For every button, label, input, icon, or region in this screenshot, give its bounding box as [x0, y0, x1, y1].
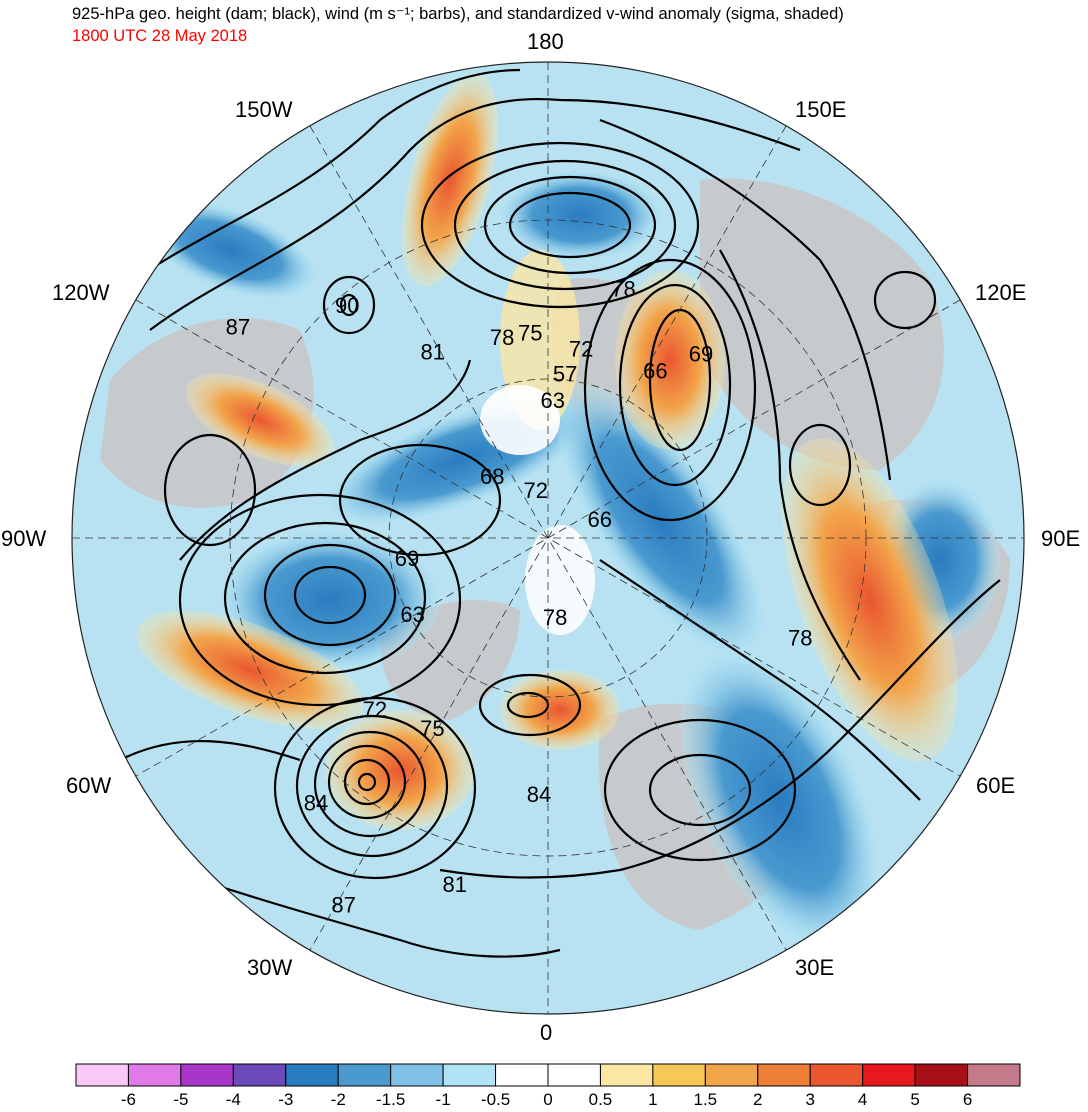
- height-contours: [119, 68, 1001, 958]
- contour-label: 78: [490, 325, 514, 350]
- colorbar-tick-label: 0: [543, 1090, 552, 1109]
- colorbar-swatch: [180, 1063, 234, 1087]
- contour-label: 84: [527, 782, 551, 807]
- map-graticule: [72, 62, 1024, 1014]
- contour-label: 75: [518, 321, 542, 346]
- colorbar-tick-label: 1: [648, 1090, 657, 1109]
- lon-label-60e: 60E: [976, 773, 1016, 798]
- colorbar-swatch: [757, 1063, 811, 1087]
- contour-label: 87: [331, 893, 355, 918]
- contour-label: 66: [643, 358, 667, 383]
- colorbar-tick-label: 0.5: [589, 1090, 613, 1109]
- colorbar-swatch: [127, 1063, 182, 1087]
- contour-label: 84: [304, 791, 328, 816]
- contour-label: 81: [442, 872, 466, 897]
- valid-time: 1800 UTC 28 May 2018: [72, 27, 248, 45]
- contour-label: 90: [335, 293, 359, 318]
- contour-label: 75: [420, 716, 444, 741]
- colorbar: -6 -5 -4 -3 -2 -1.5 -1 -0.5 0 0.5 1 1.5 2 3 4 5 6: [75, 1063, 1021, 1109]
- lon-label-0: 0: [540, 1020, 553, 1045]
- colorbar-tick-label: -5: [173, 1090, 188, 1109]
- lon-label-150e: 150E: [795, 97, 847, 122]
- positive-anomaly-fill: [136, 73, 958, 830]
- lon-label-180: 180: [527, 29, 564, 54]
- contour-label: 78: [788, 626, 812, 651]
- polar-map: 78 72 75 66 69 57 78 63 90 87 81 72 66 68 69 63 78 72 75 84…: [71, 61, 1025, 1015]
- contour-label: 72: [523, 478, 547, 503]
- contour-label: 63: [400, 602, 424, 627]
- colorbar-swatch: [285, 1063, 339, 1087]
- lon-label-30e: 30E: [795, 955, 835, 980]
- map-disc: [72, 62, 1024, 1014]
- colorbar-tick-label: -0.5: [481, 1090, 510, 1109]
- colorbar-swatch: [75, 1063, 129, 1087]
- colorbar-swatch: [862, 1063, 916, 1087]
- contour-label: 69: [395, 546, 419, 571]
- colorbar-tick-label: -3: [278, 1090, 293, 1109]
- contour-label: 72: [363, 697, 387, 722]
- colorbar-swatch: [232, 1063, 287, 1087]
- colorbar-tick-label: 2: [753, 1090, 762, 1109]
- contour-label: 81: [420, 339, 444, 364]
- colorbar-swatch: [599, 1063, 654, 1087]
- contour-label: 72: [569, 336, 593, 361]
- colorbar-tick-label: -1.5: [376, 1090, 405, 1109]
- lon-label-90w: 90W: [1, 526, 47, 551]
- colorbar-tick-label: -1: [436, 1090, 451, 1109]
- contour-label: 69: [689, 342, 713, 367]
- lon-label-60w: 60W: [66, 773, 112, 798]
- contour-label-layer: 78 72 75 66 69 57 78 63 90 87 81 72 66 68 69 63 78 72 75 84…: [226, 277, 813, 918]
- colorbar-tick-label: -6: [121, 1090, 136, 1109]
- colorbar-swatch: [967, 1063, 1021, 1087]
- colorbar-tick-label: -4: [226, 1090, 241, 1109]
- lon-label-120w: 120W: [52, 280, 110, 305]
- colorbar-swatch: [495, 1063, 549, 1087]
- colorbar-swatch: [390, 1063, 444, 1087]
- contour-label: 63: [540, 388, 564, 413]
- colorbar-swatch: [547, 1063, 601, 1087]
- colorbar-swatch: [442, 1063, 497, 1087]
- lon-label-120e: 120E: [975, 280, 1027, 305]
- colorbar-swatch: [914, 1063, 969, 1087]
- colorbar-swatch: [704, 1063, 759, 1087]
- contour-label: 87: [226, 315, 250, 340]
- contour-label: 78: [543, 605, 567, 630]
- colorbar-swatch: [809, 1063, 864, 1087]
- colorbar-tick-label: 6: [963, 1090, 972, 1109]
- lon-label-30w: 30W: [247, 955, 293, 980]
- colorbar-tick-label: 1.5: [694, 1090, 718, 1109]
- map-boundary: [71, 61, 1025, 1015]
- figure-title: 925-hPa geo. height (dam; black), wind (…: [72, 5, 844, 23]
- colorbar-tick-label: -2: [331, 1090, 346, 1109]
- colorbar-swatch: [652, 1063, 706, 1087]
- lon-label-90e: 90E: [1041, 526, 1081, 551]
- contour-label: 68: [480, 464, 504, 489]
- colorbar-tick-label: 4: [858, 1090, 867, 1109]
- lon-label-150w: 150W: [235, 97, 293, 122]
- colorbar-tick-label: 5: [910, 1090, 919, 1109]
- contour-label: 66: [587, 507, 611, 532]
- contour-label: 78: [611, 277, 635, 302]
- colorbar-swatch: [337, 1063, 392, 1087]
- contour-label: 57: [553, 362, 577, 387]
- colorbar-tick-label: 3: [805, 1090, 814, 1109]
